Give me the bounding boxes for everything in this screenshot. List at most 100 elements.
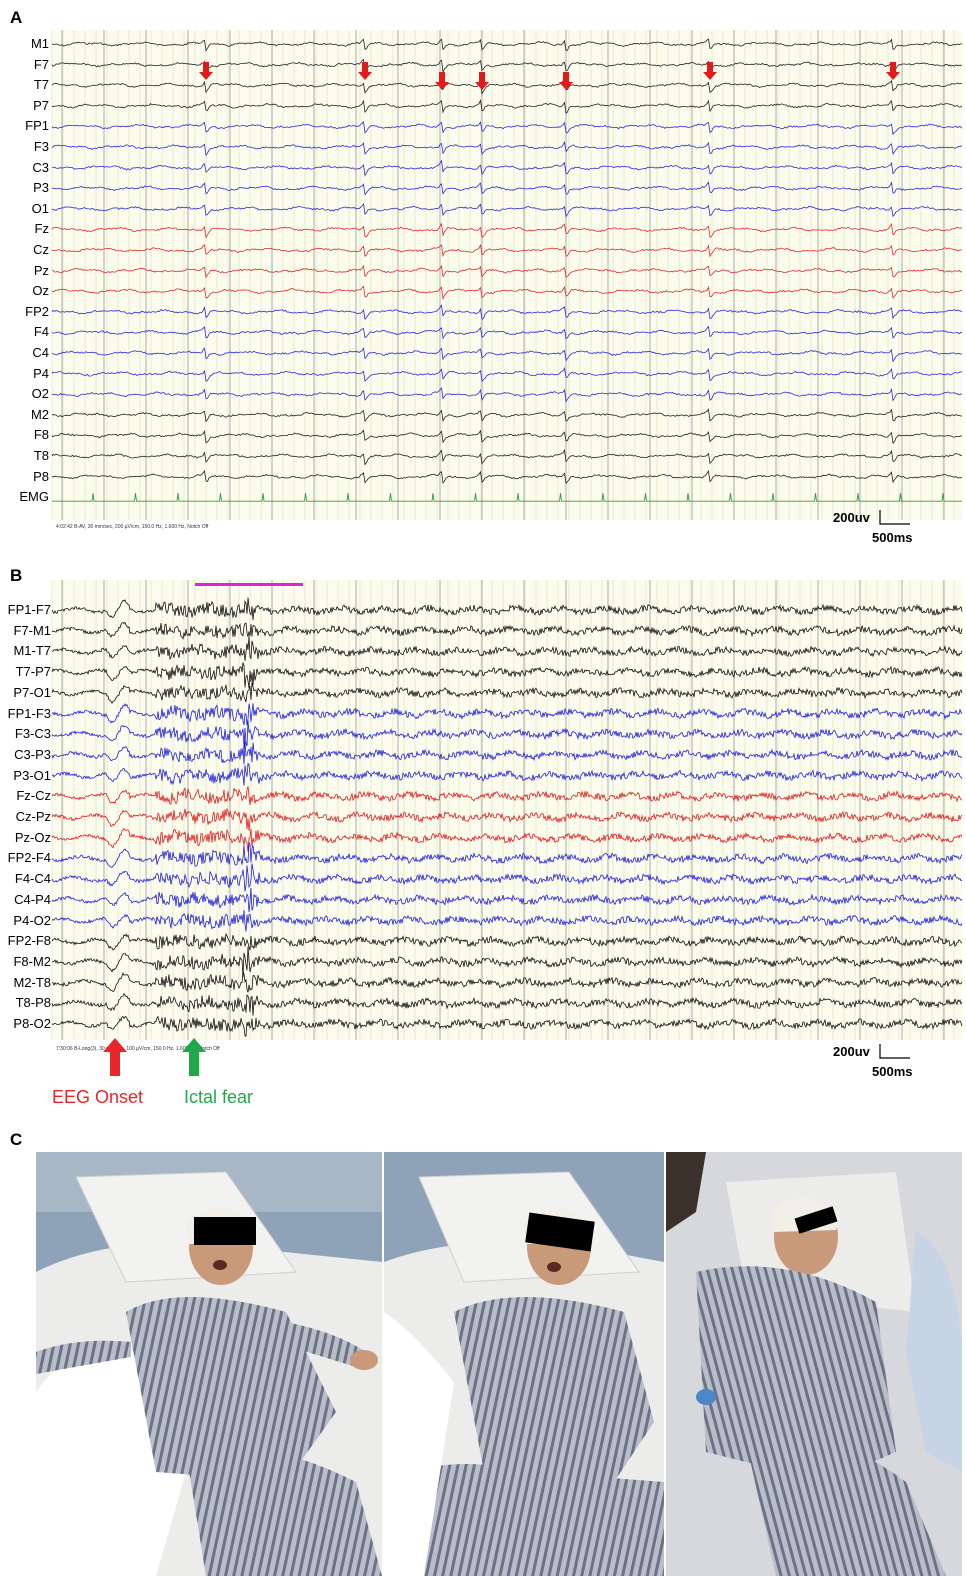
- panel-a-scale-bar: [879, 510, 910, 525]
- trace-t7-p7: [51, 662, 963, 689]
- channel-label-p4: P4: [33, 365, 49, 381]
- channel-label-p8-o2: P8-O2: [13, 1016, 51, 1031]
- trace-f4-c4: [51, 863, 963, 892]
- eeg-onset-label: EEG Onset: [52, 1087, 144, 1107]
- channel-label-f4: F4: [33, 324, 49, 340]
- trace-fp1: [51, 120, 963, 136]
- channel-label-cz-pz: Cz-Pz: [15, 809, 51, 824]
- panel-b-scale-bar: [879, 1044, 910, 1059]
- trace-f3-c3: [51, 720, 963, 749]
- channel-label-c4-p4: C4-P4: [14, 891, 51, 907]
- channel-label-m1-t7: M1-T7: [13, 643, 51, 659]
- panel-a-letter: A: [10, 8, 23, 27]
- spike-arrow-icon: [886, 62, 900, 80]
- channel-label-t8-p8: T8-P8: [15, 995, 51, 1011]
- panel-b-seizure-marker-bar: [195, 583, 303, 586]
- channel-label-p3: P3: [33, 180, 49, 196]
- channel-label-fp2: FP2: [25, 303, 49, 319]
- trace-p8-o2: [51, 1015, 963, 1037]
- trace-t7: [51, 77, 963, 96]
- spike-arrow-icon: [199, 62, 213, 80]
- channel-label-p7-o1: P7-O1: [13, 684, 51, 700]
- trace-f8-m2: [51, 946, 963, 977]
- panel-b-eeg-trace-area: [51, 580, 963, 1040]
- channel-label-fp1: FP1: [25, 118, 49, 134]
- spike-arrow-icon: [703, 62, 717, 80]
- channel-label-pz-oz: Pz-Oz: [14, 829, 51, 845]
- trace-c3-p3: [51, 741, 963, 765]
- spike-arrow-icon: [358, 62, 372, 80]
- channel-label-c3: C3: [32, 159, 49, 175]
- panel-a-footer: 4:02:42 B-AV, 30 mm/sec, 200 µV/cm, 150.…: [56, 524, 209, 530]
- channel-label-fz: Fz: [34, 221, 49, 237]
- trace-f4: [51, 325, 963, 340]
- channel-label-c3-p3: C3-P3: [14, 746, 51, 762]
- trace-fp1-f7: [51, 597, 963, 621]
- channel-label-t8: T8: [33, 448, 49, 463]
- trace-fp1-f3: [51, 703, 963, 726]
- trace-m2-t8: [51, 971, 963, 993]
- trace-cz-pz: [51, 807, 963, 831]
- trace-p7-o1: [51, 682, 963, 705]
- channel-label-f3: F3: [33, 139, 49, 154]
- channel-label-f4-c4: F4-C4: [14, 871, 51, 887]
- ictal-fear-label: Ictal fear: [184, 1087, 254, 1107]
- patient-photo-frame-1: [36, 1152, 382, 1576]
- panel-a-scale-time: 500ms: [872, 530, 913, 545]
- spike-arrow-icon: [435, 72, 449, 90]
- panel-b-footer: 7:30:06 B-Long(3), 30 mm/sec, 100 µV/cm,…: [56, 1046, 220, 1052]
- channel-label-o1: O1: [31, 200, 49, 216]
- trace-fp2-f8: [51, 933, 963, 951]
- panel-b-scale-amplitude: 200uv: [833, 1044, 870, 1059]
- channel-label-cz: Cz: [33, 242, 49, 257]
- channel-label-pz: Pz: [33, 262, 49, 278]
- panel-b-letter: B: [10, 566, 23, 585]
- channel-label-p4-o2: P4-O2: [13, 912, 51, 928]
- channel-label-fp1-f7: FP1-F7: [7, 602, 51, 617]
- trace-t8-p8: [51, 992, 963, 1016]
- trace-m1: [51, 38, 962, 52]
- channel-label-f7: F7: [33, 56, 49, 72]
- trace-m2: [51, 408, 962, 423]
- channel-label-m1: M1: [30, 36, 49, 51]
- trace-o2: [51, 387, 963, 403]
- trace-c4-p4: [51, 887, 963, 913]
- ictal-fear-arrow-icon: [182, 1038, 206, 1076]
- trace-p8: [51, 469, 962, 485]
- trace-emg: [52, 493, 962, 502]
- trace-fz-cz: [51, 786, 963, 805]
- trace-p3-o1: [51, 762, 963, 786]
- panel-c-letter: C: [10, 1130, 23, 1149]
- trace-p7: [51, 98, 963, 115]
- trace-oz: [51, 285, 963, 301]
- trace-c4: [51, 347, 963, 363]
- trace-fp2: [51, 304, 963, 321]
- channel-label-t7-p7: T7-P7: [15, 664, 51, 680]
- trace-pz: [51, 264, 963, 279]
- trace-p3: [52, 181, 963, 196]
- trace-cz: [51, 243, 962, 258]
- channel-label-oz: Oz: [32, 283, 49, 299]
- eeg-onset-arrow-icon: [103, 1038, 127, 1076]
- channel-label-p7: P7: [33, 97, 49, 113]
- channel-label-t7: T7: [33, 77, 49, 93]
- panel-a-eeg-trace-area: [51, 30, 963, 520]
- channel-label-fp2-f8: FP2-F8: [7, 933, 51, 949]
- channel-label-emg: EMG: [19, 489, 49, 505]
- trace-p4-o2: [51, 909, 963, 932]
- trace-fp2-f4: [51, 841, 963, 868]
- spike-arrow-icon: [559, 72, 573, 90]
- trace-p4: [51, 367, 963, 383]
- trace-c3: [51, 159, 963, 177]
- channel-label-f7-m1: F7-M1: [13, 622, 51, 638]
- channel-label-f3-c3: F3-C3: [14, 726, 51, 742]
- patient-photo-frame-3: [666, 1152, 962, 1576]
- patient-photo-frame-2: [384, 1152, 730, 1576]
- trace-f7-m1: [51, 621, 963, 640]
- channel-label-fp1-f3: FP1-F3: [7, 705, 51, 721]
- trace-t8: [51, 448, 963, 466]
- trace-o1: [51, 202, 963, 218]
- channel-label-p3-o1: P3-O1: [13, 767, 51, 783]
- panel-b-event-arrows: [103, 1038, 206, 1076]
- panel-a-scale-amplitude: 200uv: [833, 510, 870, 525]
